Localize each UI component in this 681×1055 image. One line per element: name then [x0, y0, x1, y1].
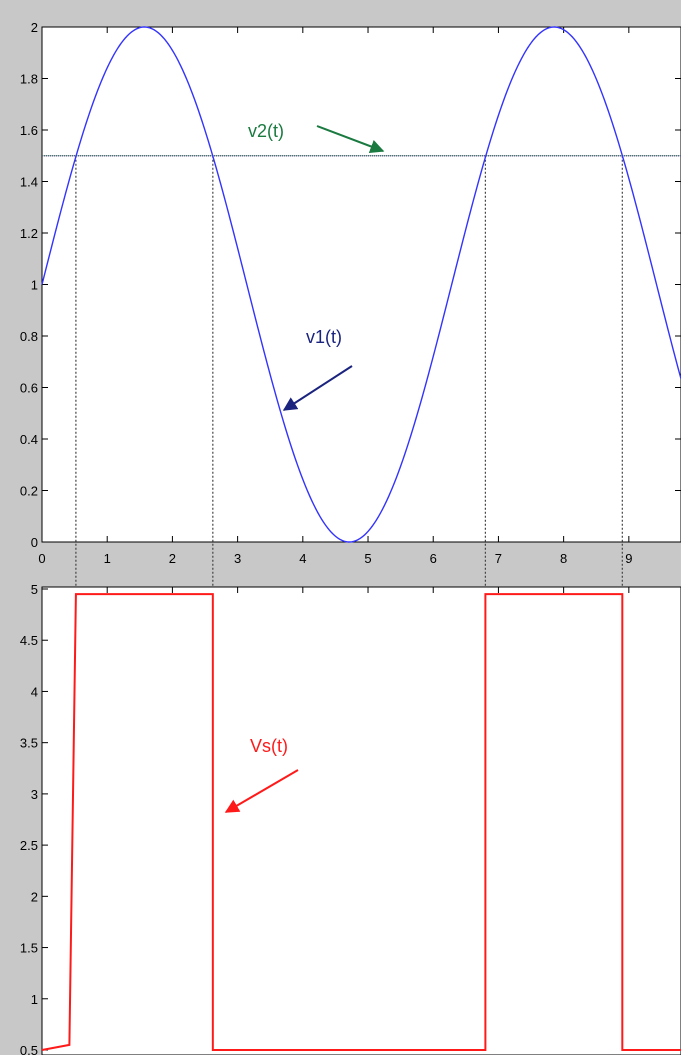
v1-arrow [282, 365, 353, 411]
bottom-series [41, 593, 681, 1051]
top-y-tick-label: 0.2 [20, 484, 38, 499]
v1-series-line [41, 26, 681, 543]
top-y-tick-label: 1 [31, 278, 38, 293]
bottom-y-tick-label: 1 [31, 992, 38, 1007]
top-y-tick-label: 0.4 [20, 432, 38, 447]
bottom-y-tick-label: 4 [31, 684, 38, 699]
vs-arrow [224, 769, 299, 813]
top-x-tick-label: 6 [430, 551, 437, 566]
bottom-y-tick-label: 2.5 [20, 838, 38, 853]
v2-arrow [316, 125, 385, 154]
bottom-y-tick-label: 0.5 [20, 1043, 38, 1055]
top-y-tick-label: 1.2 [20, 226, 38, 241]
top-x-tick-label: 8 [560, 551, 567, 566]
top-x-tick-label: 7 [495, 551, 502, 566]
top-x-tick-label: 9 [625, 551, 632, 566]
top-y-tick-label: 0 [31, 535, 38, 550]
top-series [41, 26, 681, 543]
bottom-y-tick-label: 3 [31, 787, 38, 802]
v1-label: v1(t) [306, 327, 342, 347]
top-x-tick-label: 1 [104, 551, 111, 566]
top-ticks: 0 0.2 0.4 0.6 0.8 1 1.2 1.4 1.6 1.8 2 0 1 2 3 4 5 6 7 8 9 [20, 20, 681, 566]
top-x-tick-label: 3 [234, 551, 241, 566]
top-y-tick-label: 1.8 [20, 72, 38, 87]
bottom-y-tick-label: 4.5 [20, 633, 38, 648]
vs-label: Vs(t) [250, 736, 288, 756]
v2-label: v2(t) [248, 121, 284, 141]
top-plot-area [41, 26, 681, 543]
top-plot: 0 0.2 0.4 0.6 0.8 1 1.2 1.4 1.6 1.8 2 0 1 2 3 4 5 6 7 8 9 v2… [20, 20, 681, 587]
top-x-tick-label: 0 [38, 551, 45, 566]
bottom-plot-area [41, 586, 681, 1055]
vs-series-line [41, 593, 681, 1051]
bottom-y-tick-label: 3.5 [20, 736, 38, 751]
bottom-plot: 0.5 1 1.5 2 2.5 3 3.5 4 4.5 5 Vs(t) [20, 582, 681, 1055]
top-y-tick-label: 0.8 [20, 329, 38, 344]
top-y-tick-label: 1.6 [20, 123, 38, 138]
top-x-tick-label: 4 [299, 551, 306, 566]
top-x-tick-label: 2 [169, 551, 176, 566]
top-y-tick-label: 2 [31, 20, 38, 35]
bottom-y-tick-label: 2 [31, 889, 38, 904]
bottom-y-tick-label: 5 [31, 582, 38, 597]
bottom-ticks: 0.5 1 1.5 2 2.5 3 3.5 4 4.5 5 [20, 582, 630, 1055]
bottom-y-tick-label: 1.5 [20, 941, 38, 956]
top-x-tick-label: 5 [364, 551, 371, 566]
top-y-tick-label: 1.4 [20, 175, 38, 190]
top-y-tick-label: 0.6 [20, 381, 38, 396]
